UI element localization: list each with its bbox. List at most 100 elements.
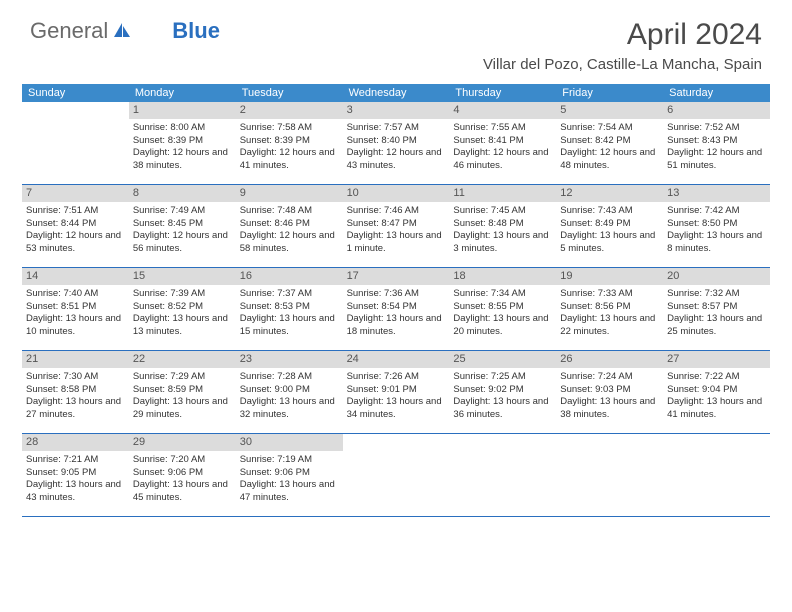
- daylight-text: Daylight: 13 hours and 47 minutes.: [240, 479, 339, 505]
- calendar-header-cell: Monday: [129, 84, 236, 102]
- calendar-day-cell: 1Sunrise: 8:00 AMSunset: 8:39 PMDaylight…: [129, 102, 236, 184]
- calendar-day-cell: 17Sunrise: 7:36 AMSunset: 8:54 PMDayligh…: [343, 268, 450, 350]
- calendar-day-cell: 26Sunrise: 7:24 AMSunset: 9:03 PMDayligh…: [556, 351, 663, 433]
- sunrise-text: Sunrise: 7:25 AM: [453, 371, 552, 384]
- daylight-text: Daylight: 12 hours and 48 minutes.: [560, 147, 659, 173]
- calendar-day-cell: 30Sunrise: 7:19 AMSunset: 9:06 PMDayligh…: [236, 434, 343, 516]
- calendar-week-row: 14 Sunrise: 7:40 AMSunset: 8:51 PM Dayligh…: [22, 268, 770, 351]
- calendar-day-cell: 7 Sunrise: 7:51 AMSunset: 8:44 PMDaylight…: [22, 185, 129, 267]
- day-number: 4: [449, 102, 556, 119]
- sunset-text: Sunset: 8:53 PM: [240, 301, 339, 314]
- calendar-day-cell: 9Sunrise: 7:48 AMSunset: 8:46 PMDaylight…: [236, 185, 343, 267]
- sunset-text: Sunset: 8:49 PM: [560, 218, 659, 231]
- sunset-text: Sunset: 8:57 PM: [667, 301, 766, 314]
- calendar-day-cell: 2Sunrise: 7:58 AMSunset: 8:39 PMDaylight…: [236, 102, 343, 184]
- calendar-day-cell: 21Sunrise: 7:30 AMSunset: 8:58 PMDayligh…: [22, 351, 129, 433]
- calendar-day-cell: [22, 102, 129, 184]
- day-number: 5: [556, 102, 663, 119]
- sunrise-text: Sunrise: 7:34 AM: [453, 288, 552, 301]
- sunset-text: Sunset: 8:39 PM: [240, 135, 339, 148]
- day-number: 8: [129, 185, 236, 202]
- sunset-text: Sunset: 8:44 PM: [26, 218, 125, 231]
- calendar-day-cell: 18Sunrise: 7:34 AMSunset: 8:55 PMDayligh…: [449, 268, 556, 350]
- calendar-day-cell: 25Sunrise: 7:25 AMSunset: 9:02 PMDayligh…: [449, 351, 556, 433]
- daylight-text: Daylight: 13 hours and 32 minutes.: [240, 396, 339, 422]
- calendar-day-cell: 6Sunrise: 7:52 AMSunset: 8:43 PMDaylight…: [663, 102, 770, 184]
- sunrise-text: Sunrise: 7:46 AM: [347, 205, 446, 218]
- sunset-text: Sunset: 8:46 PM: [240, 218, 339, 231]
- sunrise-text: Sunrise: 7:40 AM: [26, 288, 125, 301]
- sunrise-text: Sunrise: 8:00 AM: [133, 122, 232, 135]
- daylight-text: Daylight: 13 hours and 38 minutes.: [560, 396, 659, 422]
- sunset-text: Sunset: 8:59 PM: [133, 384, 232, 397]
- sunset-text: Sunset: 8:54 PM: [347, 301, 446, 314]
- sunrise-text: Sunrise: 7:43 AM: [560, 205, 659, 218]
- calendar-day-cell: [663, 434, 770, 516]
- daylight-text: Daylight: 13 hours and 29 minutes.: [133, 396, 232, 422]
- calendar-header-cell: Thursday: [449, 84, 556, 102]
- calendar-day-cell: 12Sunrise: 7:43 AMSunset: 8:49 PMDayligh…: [556, 185, 663, 267]
- calendar-grid: SundayMondayTuesdayWednesdayThursdayFrid…: [22, 84, 770, 517]
- day-number: 7: [22, 185, 129, 202]
- sunset-text: Sunset: 9:02 PM: [453, 384, 552, 397]
- daylight-text: Daylight: 13 hours and 45 minutes.: [133, 479, 232, 505]
- daylight-text: Daylight: 13 hours and 13 minutes.: [133, 313, 232, 339]
- day-number: 26: [556, 351, 663, 368]
- sunset-text: Sunset: 8:52 PM: [133, 301, 232, 314]
- sunset-text: Sunset: 9:03 PM: [560, 384, 659, 397]
- calendar-day-cell: 15Sunrise: 7:39 AMSunset: 8:52 PMDayligh…: [129, 268, 236, 350]
- sunrise-text: Sunrise: 7:32 AM: [667, 288, 766, 301]
- calendar-week-row: 1Sunrise: 8:00 AMSunset: 8:39 PMDaylight…: [22, 102, 770, 185]
- day-number: 9: [236, 185, 343, 202]
- calendar-day-cell: [556, 434, 663, 516]
- day-number: 3: [343, 102, 450, 119]
- day-number: 30: [236, 434, 343, 451]
- sunset-text: Sunset: 8:56 PM: [560, 301, 659, 314]
- day-number: 11: [449, 185, 556, 202]
- sunset-text: Sunset: 8:48 PM: [453, 218, 552, 231]
- day-number: 6: [663, 102, 770, 119]
- calendar-day-cell: 13Sunrise: 7:42 AMSunset: 8:50 PMDayligh…: [663, 185, 770, 267]
- daylight-text: Daylight: 13 hours and 34 minutes.: [347, 396, 446, 422]
- daylight-text: Daylight: 13 hours and 41 minutes.: [667, 396, 766, 422]
- sunrise-text: Sunrise: 7:51 AM: [26, 205, 125, 218]
- day-number: 2: [236, 102, 343, 119]
- calendar-week-row: 7Sunrise: 7:51 AMSunset: 8:44 PMDaylight…: [22, 185, 770, 268]
- daylight-text: Daylight: 13 hours and 25 minutes.: [667, 313, 766, 339]
- daylight-text: Daylight: 13 hours and 15 minutes.: [240, 313, 339, 339]
- sunset-text: Sunset: 8:41 PM: [453, 135, 552, 148]
- page-title: April 2024: [627, 18, 762, 52]
- day-number: 29: [129, 434, 236, 451]
- calendar-day-cell: 24Sunrise: 7:26 AMSunset: 9:01 PMDayligh…: [343, 351, 450, 433]
- calendar-header-row: SundayMondayTuesdayWednesdayThursdayFrid…: [22, 84, 770, 102]
- sunset-text: Sunset: 8:42 PM: [560, 135, 659, 148]
- daylight-text: Daylight: 13 hours and 20 minutes.: [453, 313, 552, 339]
- daylight-text: Daylight: 13 hours and 3 minutes.: [453, 230, 552, 256]
- sunrise-text: Sunrise: 7:29 AM: [133, 371, 232, 384]
- logo: General Blue: [30, 18, 220, 44]
- sunset-text: Sunset: 8:45 PM: [133, 218, 232, 231]
- calendar-header-cell: Wednesday: [343, 84, 450, 102]
- calendar-day-cell: 29Sunrise: 7:20 AMSunset: 9:06 PMDayligh…: [129, 434, 236, 516]
- sunset-text: Sunset: 8:51 PM: [26, 301, 125, 314]
- day-number: 24: [343, 351, 450, 368]
- sunrise-text: Sunrise: 7:19 AM: [240, 454, 339, 467]
- sunrise-text: Sunrise: 7:22 AM: [667, 371, 766, 384]
- sunset-text: Sunset: 8:43 PM: [667, 135, 766, 148]
- sunrise-text: Sunrise: 7:58 AM: [240, 122, 339, 135]
- sunset-text: Sunset: 8:58 PM: [26, 384, 125, 397]
- day-number: 28: [22, 434, 129, 451]
- sunrise-text: Sunrise: 7:48 AM: [240, 205, 339, 218]
- sunset-text: Sunset: 9:05 PM: [26, 467, 125, 480]
- day-number: 22: [129, 351, 236, 368]
- sunrise-text: Sunrise: 7:37 AM: [240, 288, 339, 301]
- sunrise-text: Sunrise: 7:28 AM: [240, 371, 339, 384]
- calendar-day-cell: 20Sunrise: 7:32 AMSunset: 8:57 PMDayligh…: [663, 268, 770, 350]
- daylight-text: Daylight: 12 hours and 46 minutes.: [453, 147, 552, 173]
- daylight-text: Daylight: 12 hours and 53 minutes.: [26, 230, 125, 256]
- sunrise-text: Sunrise: 7:33 AM: [560, 288, 659, 301]
- sunrise-text: Sunrise: 7:54 AM: [560, 122, 659, 135]
- calendar-day-cell: 27Sunrise: 7:22 AMSunset: 9:04 PMDayligh…: [663, 351, 770, 433]
- calendar-day-cell: 4Sunrise: 7:55 AMSunset: 8:41 PMDaylight…: [449, 102, 556, 184]
- day-number: 14: [22, 268, 129, 285]
